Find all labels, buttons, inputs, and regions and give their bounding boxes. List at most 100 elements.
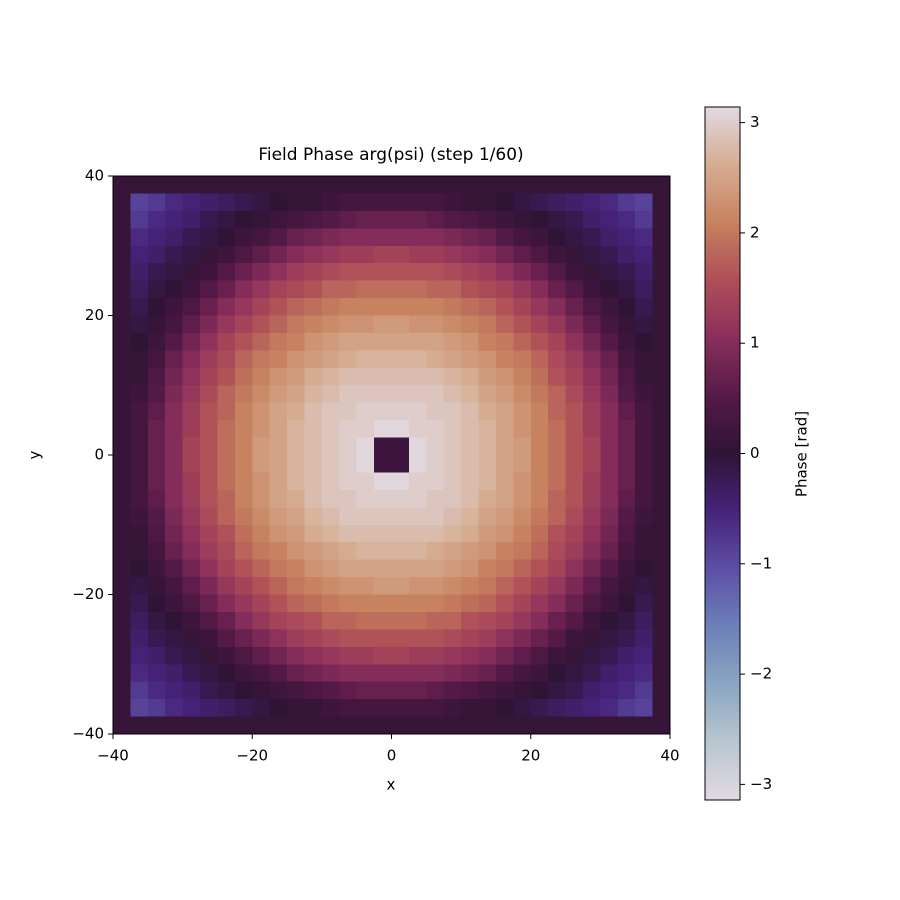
heatmap-cell xyxy=(582,577,601,596)
heatmap-cell xyxy=(165,594,184,613)
heatmap-cell xyxy=(548,455,567,474)
heatmap-cell xyxy=(617,472,636,491)
x-axis-label: x xyxy=(387,776,396,794)
heatmap-cell xyxy=(321,193,340,212)
heatmap-cell xyxy=(321,280,340,299)
heatmap-cell xyxy=(582,524,601,543)
heatmap-cell xyxy=(617,402,636,421)
heatmap-cell xyxy=(130,245,149,264)
heatmap-cell xyxy=(443,542,462,561)
heatmap-cell xyxy=(182,489,201,508)
heatmap-cell xyxy=(617,699,636,718)
heatmap-cell xyxy=(565,629,584,648)
heatmap-cell xyxy=(652,350,671,369)
heatmap-cell xyxy=(513,176,532,195)
heatmap-cell xyxy=(304,245,323,264)
heatmap-cell xyxy=(530,472,549,491)
heatmap-cell xyxy=(182,437,201,456)
heatmap-cell xyxy=(165,315,184,334)
heatmap-cell xyxy=(269,646,288,665)
heatmap-cell xyxy=(617,489,636,508)
heatmap-cell xyxy=(652,716,671,735)
heatmap-cell xyxy=(356,577,375,596)
heatmap-cell xyxy=(617,577,636,596)
heatmap-cell xyxy=(582,228,601,247)
y-tick-label: −20 xyxy=(72,585,104,603)
heatmap-cell xyxy=(565,542,584,561)
heatmap-cell xyxy=(443,420,462,439)
heatmap-cell xyxy=(565,176,584,195)
heatmap-cell xyxy=(200,646,219,665)
heatmap-cell xyxy=(339,350,358,369)
heatmap-cell xyxy=(165,664,184,683)
heatmap-cell xyxy=(582,298,601,317)
heatmap-cell xyxy=(287,507,306,526)
x-tick-label: 40 xyxy=(660,747,679,765)
heatmap-cell xyxy=(130,420,149,439)
heatmap-cell xyxy=(582,681,601,700)
heatmap-cell xyxy=(408,263,427,282)
heatmap-cell xyxy=(321,332,340,351)
heatmap-cell xyxy=(147,489,166,508)
heatmap-cell xyxy=(130,455,149,474)
heatmap-cell xyxy=(600,245,619,264)
heatmap-cell xyxy=(495,664,514,683)
heatmap-cell xyxy=(408,699,427,718)
heatmap-cell xyxy=(234,646,253,665)
heatmap-cell xyxy=(408,385,427,404)
heatmap-cell xyxy=(635,489,654,508)
heatmap-cell xyxy=(165,263,184,282)
heatmap-cell xyxy=(461,611,480,630)
heatmap-cell xyxy=(565,437,584,456)
heatmap-cell xyxy=(234,420,253,439)
heatmap-cell xyxy=(356,437,375,456)
heatmap-cell xyxy=(582,263,601,282)
heatmap-cell xyxy=(130,298,149,317)
heatmap-cell xyxy=(113,385,132,404)
heatmap-cell xyxy=(600,455,619,474)
heatmap-cell xyxy=(287,577,306,596)
heatmap-cell xyxy=(200,594,219,613)
heatmap-cell xyxy=(443,489,462,508)
heatmap-cell xyxy=(443,210,462,229)
heatmap-cell xyxy=(600,664,619,683)
heatmap-cell xyxy=(374,176,393,195)
heatmap-cell xyxy=(374,542,393,561)
heatmap-cell xyxy=(548,472,567,491)
heatmap-cell xyxy=(287,437,306,456)
heatmap-cell xyxy=(356,420,375,439)
heatmap-cell xyxy=(165,332,184,351)
heatmap-cell xyxy=(287,455,306,474)
heatmap-cell xyxy=(652,611,671,630)
heatmap-cell xyxy=(113,315,132,334)
heatmap-cell xyxy=(513,210,532,229)
heatmap-cell xyxy=(217,472,236,491)
heatmap-cell xyxy=(374,332,393,351)
heatmap-cell xyxy=(478,350,497,369)
heatmap-cell xyxy=(321,699,340,718)
heatmap-cell xyxy=(391,699,410,718)
heatmap-cell xyxy=(548,646,567,665)
heatmap-cell xyxy=(530,664,549,683)
heatmap-cell xyxy=(217,559,236,578)
colorbar xyxy=(704,106,741,801)
heatmap-cell xyxy=(426,420,445,439)
heatmap-cell xyxy=(617,611,636,630)
heatmap-cell xyxy=(617,681,636,700)
heatmap-cell xyxy=(113,280,132,299)
heatmap-cell xyxy=(130,681,149,700)
heatmap-cell xyxy=(513,472,532,491)
heatmap-cell xyxy=(113,367,132,386)
heatmap-cell xyxy=(478,629,497,648)
heatmap-cell xyxy=(478,315,497,334)
heatmap-cell xyxy=(113,559,132,578)
heatmap-cell xyxy=(478,402,497,421)
heatmap-cell xyxy=(461,489,480,508)
heatmap-cell xyxy=(374,263,393,282)
heatmap-cell xyxy=(147,263,166,282)
heatmap-cell xyxy=(443,263,462,282)
heatmap-cell xyxy=(287,332,306,351)
heatmap-cell xyxy=(461,507,480,526)
heatmap-cell xyxy=(635,315,654,334)
heatmap-cell xyxy=(287,315,306,334)
